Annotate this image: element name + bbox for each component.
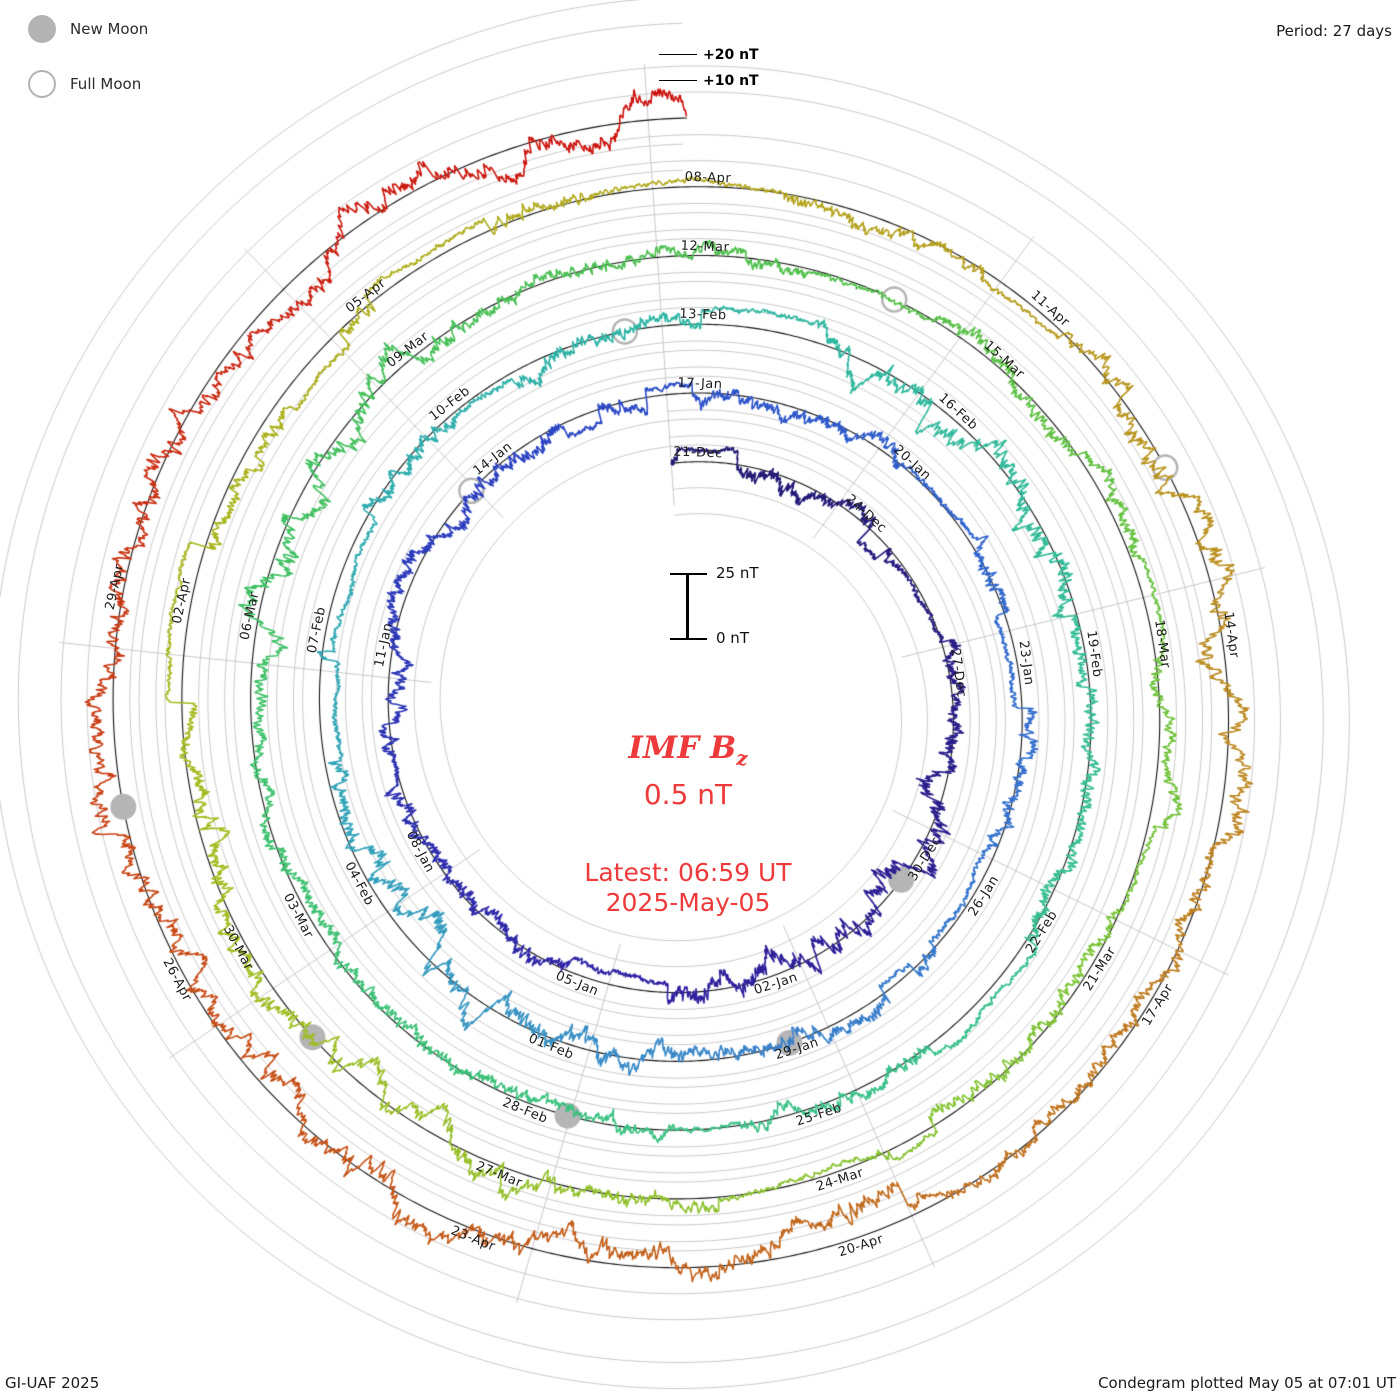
plus20-tick (659, 54, 697, 55)
spiral-date-label: 08-Apr (684, 169, 732, 187)
latest-value: 0.5 nT (643, 778, 733, 811)
scale-bar-top-cap (670, 573, 707, 575)
latest-time-label: Latest: 06:59 UT (584, 858, 792, 887)
spiral-date-label: 21-Dec (672, 444, 723, 462)
plot-timestamp-label: Condegram plotted May 05 at 07:01 UT (1098, 1374, 1396, 1392)
new-moon-label: New Moon (70, 20, 149, 38)
full-moon-label: Full Moon (70, 75, 142, 93)
credit-label: GI-UAF 2025 (5, 1374, 100, 1392)
legend-full-moon: Full Moon (28, 70, 328, 100)
plus10-tick (659, 80, 697, 81)
latest-date-label: 2025-May-05 (605, 888, 771, 917)
period-label: Period: 27 days (1276, 22, 1392, 40)
spiral-date-label: 17-Jan (677, 375, 723, 393)
scale-bar-top-label: 25 nT (716, 564, 759, 582)
scale-bar-bottom-cap (670, 638, 707, 640)
chart-title-subscript: z (736, 746, 748, 771)
chart-title-text: IMF B (628, 730, 737, 766)
chart-title: IMF Bz (488, 730, 888, 770)
full-moon-icon (28, 70, 56, 98)
scale-bar-line (686, 574, 689, 638)
spiral-date-label: 12-Mar (680, 238, 730, 256)
legend-new-moon: New Moon (28, 15, 328, 45)
new-moon-icon (28, 15, 56, 43)
plus20-label: +20 nT (703, 47, 759, 63)
scale-bar-bottom-label: 0 nT (716, 629, 749, 647)
plus10-label: +10 nT (703, 73, 759, 89)
spiral-date-label: 13-Feb (678, 307, 727, 324)
